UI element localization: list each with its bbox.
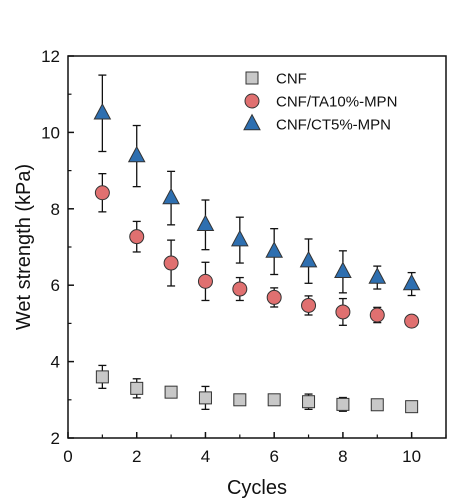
legend-label: CNF/CT5%-MPN	[276, 117, 391, 134]
data-point	[94, 185, 110, 201]
data-point	[196, 214, 215, 232]
data-point	[402, 273, 421, 291]
x-tick-label: 4	[201, 447, 210, 466]
y-tick-label: 10	[41, 123, 60, 142]
data-point	[197, 273, 213, 289]
data-point	[335, 304, 351, 320]
y-axis-ticks: 2 4 6 8 10 12	[41, 47, 74, 448]
series-circle	[94, 173, 420, 329]
data-point	[301, 297, 317, 313]
legend-label: CNF/TA10%-MPN	[276, 94, 397, 111]
data-point	[127, 145, 146, 163]
x-tick-label: 6	[269, 447, 278, 466]
data-point	[404, 313, 420, 329]
y-axis-title: Wet strength (kPa)	[13, 164, 35, 330]
plot-border	[67, 55, 447, 439]
legend-marker-square	[245, 71, 259, 85]
series-square	[95, 364, 419, 414]
data-point	[93, 102, 112, 120]
legend: CNF CNF/TA10%-MPN CNF/CT5%-MPN	[243, 71, 397, 134]
data-point	[162, 187, 180, 205]
legend-label: CNF	[276, 71, 307, 88]
data-point	[95, 370, 109, 384]
y-tick-label: 4	[51, 353, 60, 372]
data-point	[232, 281, 248, 297]
data-point	[129, 229, 145, 245]
legend-marker-triangle	[243, 113, 261, 131]
x-tick-label: 8	[338, 447, 347, 466]
y-tick-label: 8	[51, 200, 60, 219]
data-point	[198, 391, 212, 405]
data-point	[369, 307, 385, 323]
x-axis-ticks: 0 2 4 6 8 10	[63, 432, 447, 466]
data-point	[233, 393, 247, 407]
data-point	[299, 250, 318, 268]
x-tick-label: 2	[132, 447, 141, 466]
data-point	[266, 289, 282, 305]
data-point	[130, 381, 144, 395]
legend-marker-circle	[244, 93, 260, 109]
data-point	[405, 400, 419, 414]
data-point	[368, 267, 387, 284]
data-point	[164, 385, 178, 399]
data-point	[163, 255, 179, 271]
x-tick-label: 0	[63, 447, 72, 466]
data-point	[230, 229, 249, 247]
y-tick-label: 6	[51, 276, 60, 295]
data-point	[267, 393, 281, 407]
x-axis-title: Cycles	[227, 477, 287, 499]
data-point	[265, 241, 284, 258]
data-point	[334, 261, 352, 279]
data-point	[336, 397, 350, 411]
y-tick-label: 2	[51, 429, 60, 448]
y-tick-label: 12	[41, 47, 60, 66]
series-layer	[93, 74, 421, 414]
data-point	[370, 398, 384, 412]
series-triangle	[93, 74, 421, 297]
x-tick-label: 10	[402, 447, 421, 466]
plot-frame	[67, 55, 447, 439]
data-point	[302, 395, 316, 409]
